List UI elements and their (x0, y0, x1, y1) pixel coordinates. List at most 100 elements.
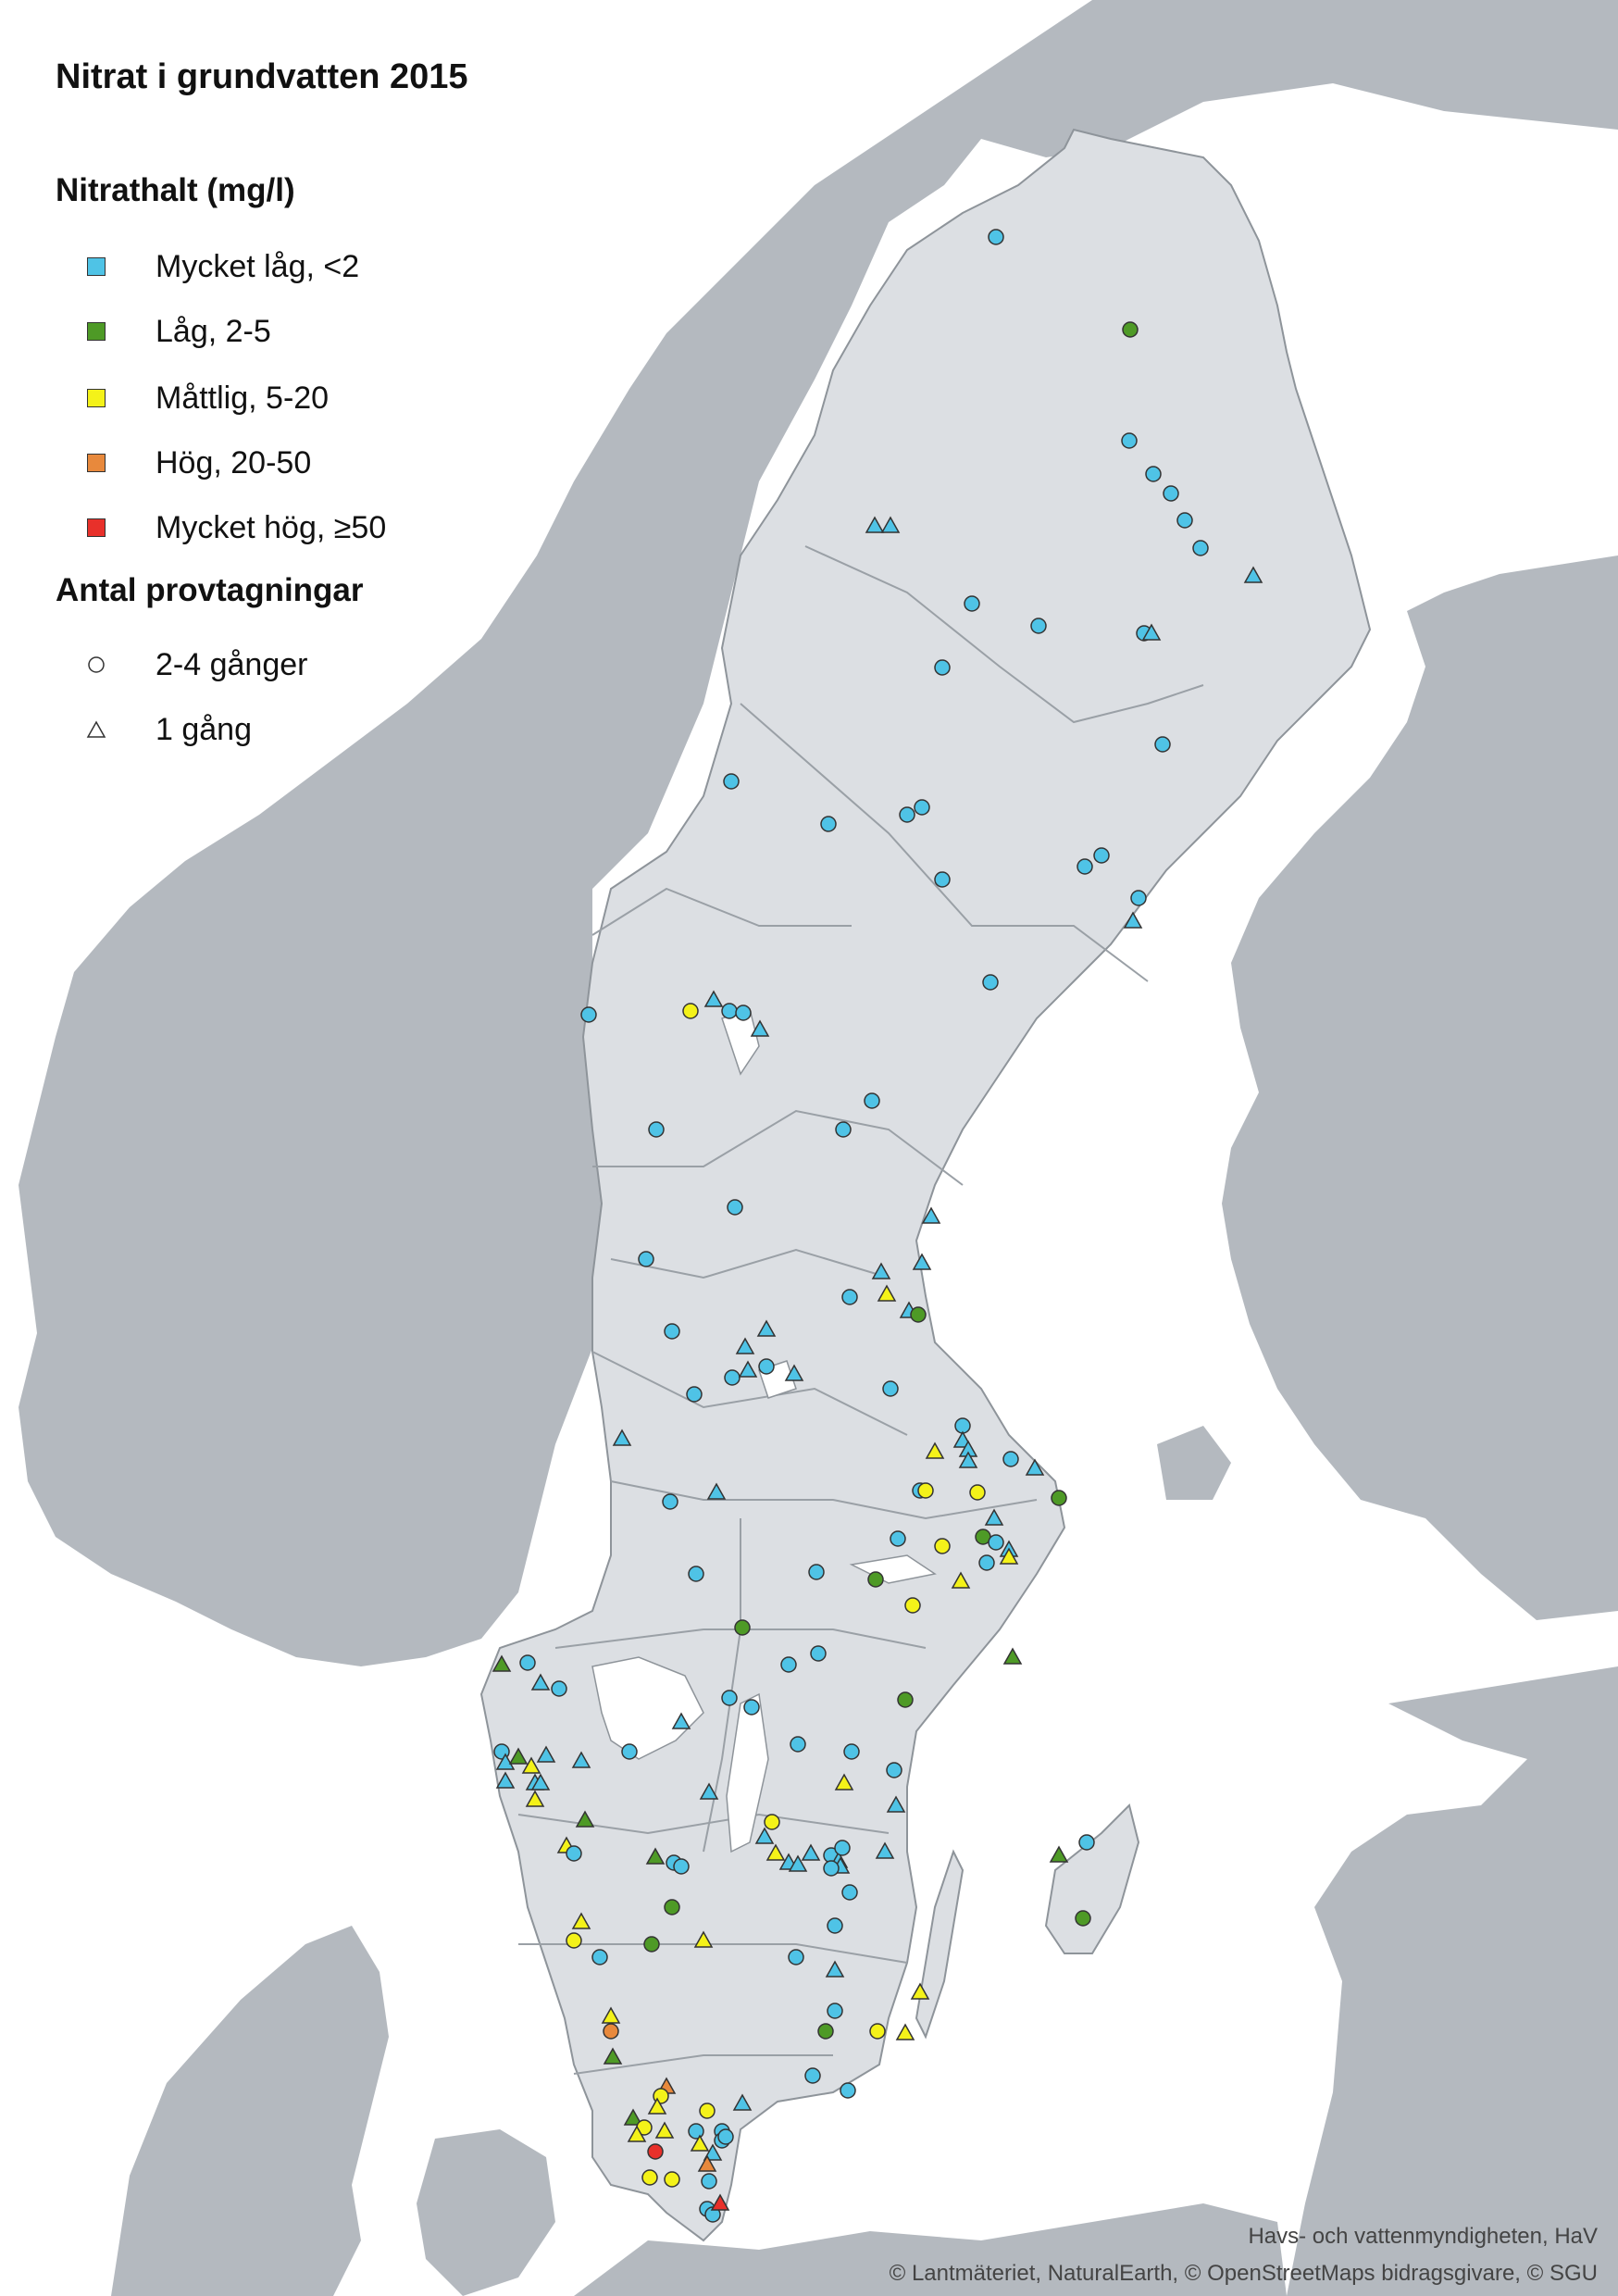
sample-point-circle (1130, 890, 1147, 906)
square-symbol-icon (83, 450, 109, 476)
sample-point-circle (982, 974, 999, 991)
sample-point-circle (566, 1932, 582, 1949)
sample-point-triangle (697, 2154, 717, 2172)
sample-point-circle (647, 2143, 664, 2160)
denmark-land (111, 1926, 389, 2296)
sample-point-triangle (951, 1571, 971, 1589)
square-symbol-icon (83, 515, 109, 541)
sample-point-circle (721, 1003, 738, 1019)
sample-point-circle (1163, 485, 1179, 502)
sample-point-triangle (530, 1773, 551, 1791)
sample-point-triangle (765, 1843, 786, 1861)
sample-point-triangle (645, 1847, 666, 1865)
sample-point-circle (864, 1092, 880, 1109)
sample-point-triangle (495, 1753, 516, 1770)
square-symbol-icon (83, 385, 109, 411)
credit-sources: © Lantmäteriet, NaturalEarth, © OpenStre… (889, 2261, 1598, 2286)
sample-point-triangle (690, 2134, 710, 2152)
sample-point-circle (890, 1530, 906, 1547)
border-line (591, 1351, 908, 1436)
sample-point-circle (867, 1571, 884, 1588)
sample-point-triangle (735, 1337, 755, 1354)
sample-point-circle (834, 1840, 851, 1856)
sample-point-circle (1078, 1834, 1095, 1851)
finland-land (1222, 555, 1618, 1620)
legend-item: Mycket hög, ≥50 (83, 507, 386, 548)
sample-point-triangle (1141, 623, 1162, 641)
legend-item: 1 gång (83, 709, 252, 750)
sample-point-circle (1002, 1451, 1019, 1467)
sample-point-triangle (925, 1441, 945, 1459)
sample-point-circle (1030, 618, 1047, 634)
sample-point-circle (641, 2169, 658, 2186)
sample-point-triangle (788, 1854, 808, 1872)
sample-point-circle (688, 2123, 704, 2140)
sample-point-circle (1176, 512, 1193, 529)
sample-point-triangle (575, 1810, 595, 1828)
sample-point-triangle (571, 1912, 591, 1929)
sample-point-circle (869, 2023, 886, 2040)
sample-point-circle (734, 1619, 751, 1636)
sample-point-circle (1093, 847, 1110, 864)
legend-label: 2-4 gånger (156, 646, 308, 682)
sample-point-triangle (654, 2121, 675, 2139)
sample-point-triangle (756, 1319, 777, 1337)
sample-point-circle (1051, 1490, 1067, 1506)
lake-vanern (591, 1656, 704, 1760)
sample-point-circle (882, 1380, 899, 1397)
sample-point-triangle (627, 2125, 647, 2142)
sample-point-circle (917, 1482, 934, 1499)
border-line (591, 887, 852, 936)
legend-item: Hög, 20-50 (83, 443, 311, 483)
sample-point-triangle (865, 516, 885, 533)
border-line (518, 1943, 908, 1964)
sample-point-circle (743, 1699, 760, 1716)
sample-point-circle (621, 1743, 638, 1760)
sample-point-circle (551, 1680, 567, 1697)
sample-point-circle (934, 1538, 951, 1554)
legend-label: Måttlig, 5-20 (156, 380, 330, 416)
circle-symbol-icon (83, 652, 109, 678)
sample-point-triangle (521, 1756, 541, 1774)
sample-point-triangle (738, 1360, 758, 1378)
sample-point-circle (686, 1386, 703, 1403)
sample-point-triangle (895, 2023, 915, 2040)
sample-point-triangle (784, 1364, 804, 1381)
sample-point-triangle (871, 1262, 891, 1279)
map-title: Nitrat i grundvatten 2015 (56, 57, 468, 96)
sample-point-triangle (984, 1508, 1004, 1526)
sample-point-circle (841, 1289, 858, 1305)
border-line (554, 1628, 927, 1649)
sample-point-triangle (508, 1747, 529, 1765)
sample-point-circle (764, 1814, 780, 1830)
sample-point-circle (910, 1306, 927, 1323)
legend-item: Mycket låg, <2 (83, 246, 359, 287)
sample-point-triangle (612, 1429, 632, 1446)
sample-point-circle (1075, 1910, 1091, 1927)
sample-point-circle (603, 2023, 619, 2040)
square-symbol-icon (83, 254, 109, 280)
sample-point-circle (701, 2173, 717, 2190)
border-line (592, 1109, 964, 1186)
sample-point-circle (899, 806, 915, 823)
sample-point-circle (964, 595, 980, 612)
sample-point-triangle (693, 1930, 714, 1948)
sample-point-triangle (877, 1284, 897, 1302)
sample-point-circle (978, 1554, 995, 1571)
border-line (610, 1480, 1038, 1520)
lake-vattern (726, 1692, 769, 1853)
legend-item: Måttlig, 5-20 (83, 378, 329, 418)
sample-point-circle (835, 1121, 852, 1138)
sample-point-circle (1121, 432, 1138, 449)
gotland-land (1044, 1803, 1140, 1954)
sample-point-triangle (623, 2108, 643, 2126)
sample-point-circle (810, 1645, 827, 1662)
sample-point-triangle (1243, 566, 1263, 583)
legend-label: Låg, 2-5 (156, 313, 271, 349)
sample-point-circle (886, 1762, 902, 1778)
sample-point-circle (823, 1860, 840, 1877)
sample-point-circle (723, 773, 740, 790)
sample-point-circle (808, 1564, 825, 1580)
sample-point-circle (1122, 321, 1139, 338)
